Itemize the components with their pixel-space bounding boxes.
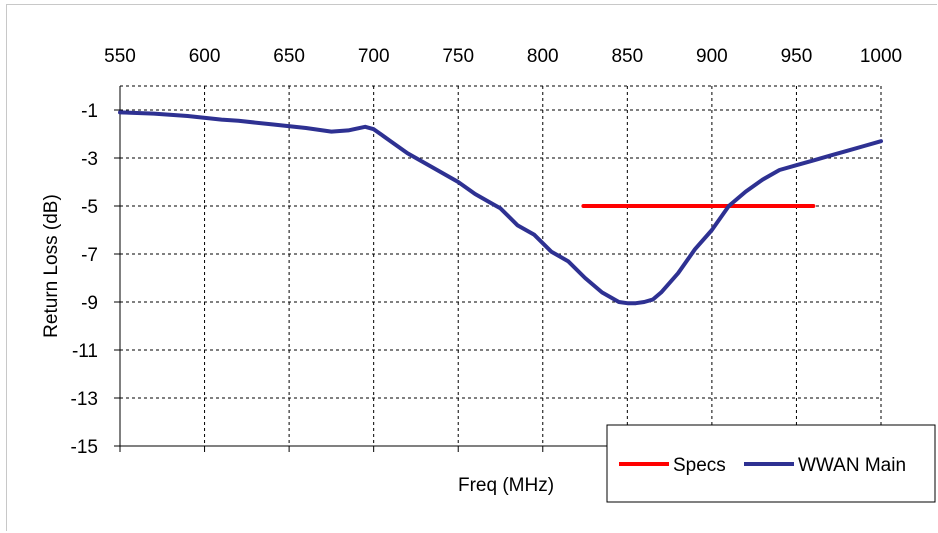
plot-area (120, 86, 881, 446)
x-tick-label: 900 (696, 46, 728, 67)
y-tick-label: -5 (81, 197, 98, 218)
series-lines (118, 110, 883, 306)
x-tick-labels: 550 600 650 700 750 800 850 900 950 1000 (104, 46, 902, 67)
y-tick-label: -7 (81, 245, 98, 266)
y-axis-title: Return Loss (dB) (41, 194, 62, 338)
x-tick-label: 650 (273, 46, 305, 67)
x-tick-label: 600 (189, 46, 221, 67)
legend-label-specs: Specs (673, 455, 726, 476)
x-tick-label: 1000 (860, 46, 902, 67)
y-tick-label: -1 (81, 101, 98, 122)
y-tick-label: -11 (72, 341, 98, 362)
y-tick-label: -3 (81, 149, 98, 170)
x-tick-label: 800 (527, 46, 559, 67)
y-tick-label: -9 (81, 293, 98, 314)
legend: Specs WWAN Main (606, 424, 936, 503)
series-line-wwan-main (118, 110, 883, 306)
x-tick-label: 750 (442, 46, 474, 67)
chart-frame (6, 4, 937, 531)
x-tick-label: 950 (781, 46, 813, 67)
x-tick-label: 550 (104, 46, 136, 67)
y-tick-labels: -1 -3 -5 -7 -9 -11 -13 -15 (71, 101, 98, 458)
x-tick-label: 850 (611, 46, 643, 67)
x-tick-label: 700 (358, 46, 390, 67)
grid-lines (120, 85, 882, 446)
legend-label-wwan-main: WWAN Main (798, 455, 906, 476)
x-axis-title: Freq (MHz) (458, 475, 554, 496)
y-tick-label: -15 (71, 437, 98, 458)
y-tick-label: -13 (71, 389, 98, 410)
